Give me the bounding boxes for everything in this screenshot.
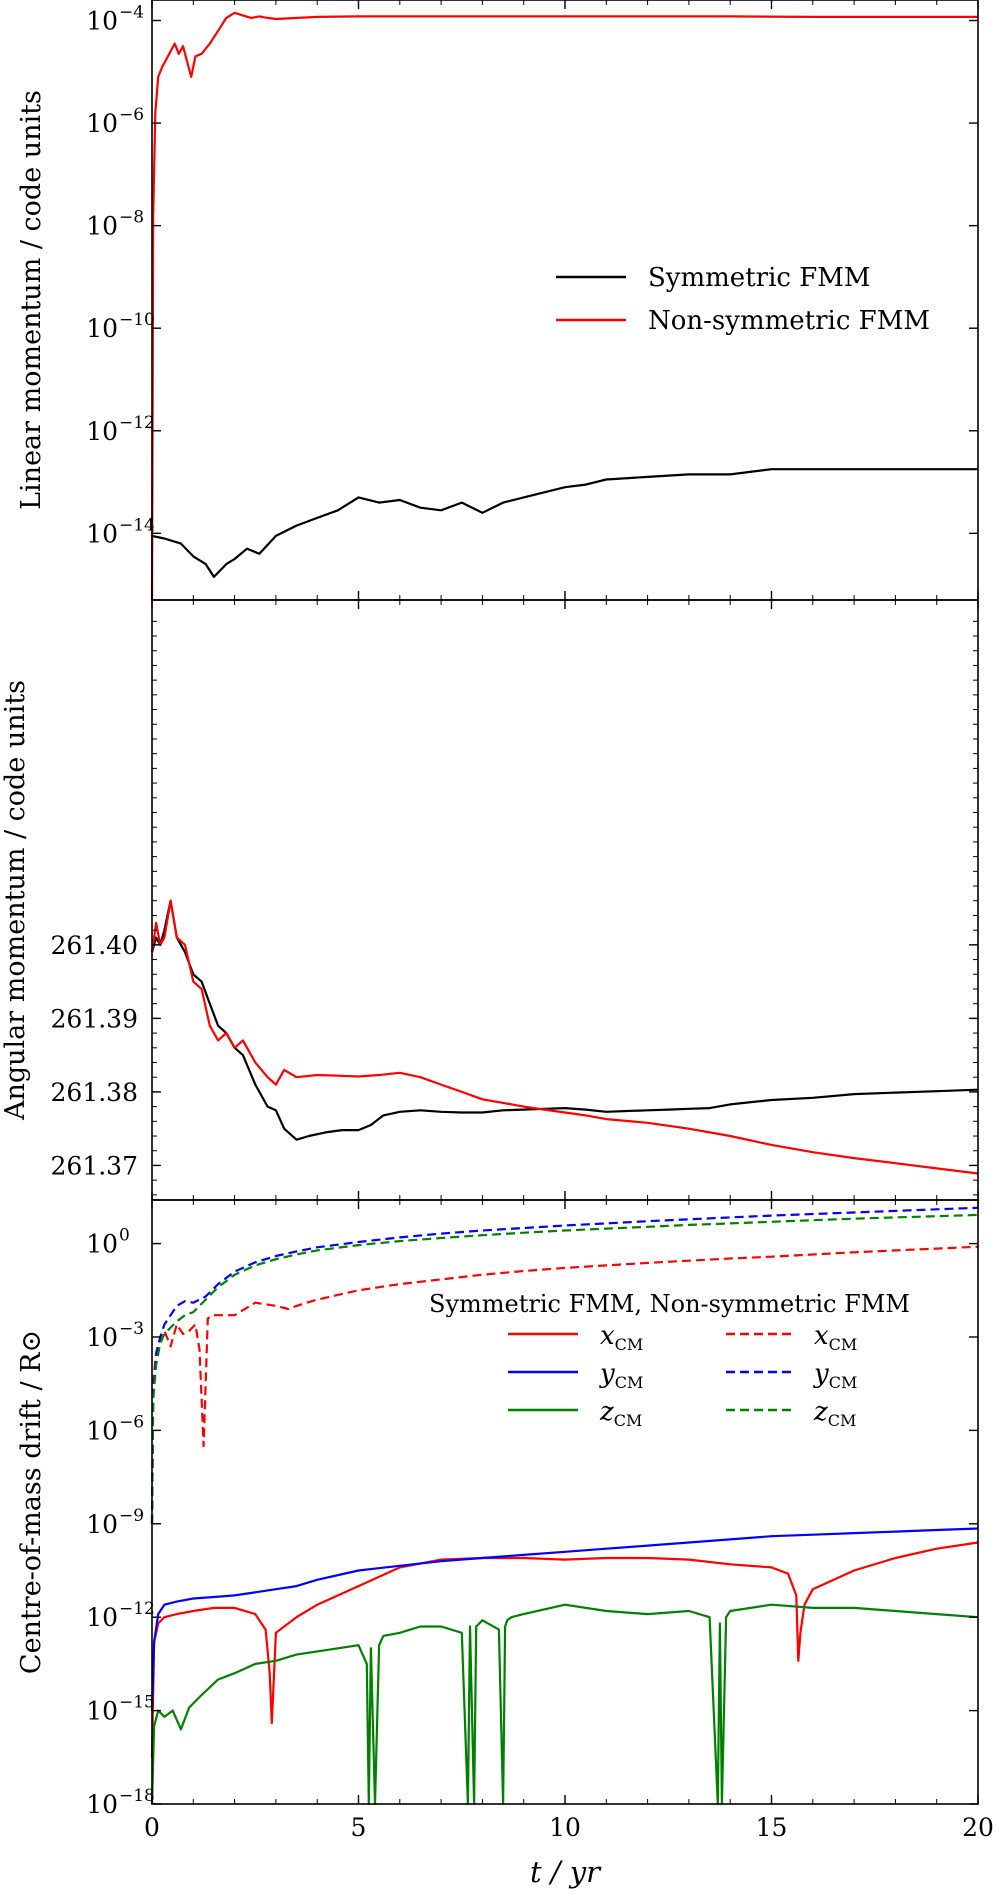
series-line-5 <box>150 1206 979 1524</box>
y-tick-exponent: −8 <box>119 208 144 228</box>
legend3-subscript: CM <box>614 1411 643 1430</box>
y-tick-label: 10 <box>86 1697 118 1726</box>
panel1-ylabel: Linear momentum / code units <box>16 90 47 510</box>
series-line-2 <box>150 899 979 1175</box>
y-tick-label: 261.40 <box>51 931 138 960</box>
panel3-ylabel: Centre-of-mass drift / R⊙ <box>16 1330 47 1674</box>
panel3-frame <box>151 1199 979 1805</box>
series-line-1 <box>150 899 979 1141</box>
x-tick-label: 5 <box>351 1813 367 1842</box>
y-tick-label: 10 <box>86 7 118 36</box>
series-line-2 <box>150 1527 979 1711</box>
legend-header: Symmetric FMM, Non-symmetric FMM <box>429 1290 910 1318</box>
panel3-legend: Symmetric FMM, Non-symmetric FMM xCM xCM y… <box>429 1290 910 1430</box>
series-line-4 <box>150 1245 979 1524</box>
series-line-1 <box>150 1541 979 1758</box>
series-line-1 <box>151 468 978 579</box>
y-tick-label: 10 <box>86 417 118 446</box>
x-axis-label: t / yr <box>530 1855 602 1889</box>
y-tick-label: 10 <box>86 314 118 343</box>
panel2-ticks: 261.37 261.38 261.39 261.40 <box>51 600 979 1200</box>
y-tick-label: 10 <box>86 109 118 138</box>
y-tick-label: 10 <box>86 1230 118 1259</box>
y-tick-label: 10 <box>86 519 118 548</box>
legend3-label-solid: xCM <box>600 1321 643 1354</box>
panel3-legend-entries: xCM xCM yCM yCM zCM zCM <box>508 1321 857 1430</box>
y-tick-label: 10 <box>86 1323 118 1352</box>
y-tick-exponent: −12 <box>119 413 155 433</box>
panel-angular-momentum: 261.37 261.38 261.39 261.40 Angular momentu… <box>0 599 979 1201</box>
legend3-label-dashed: zCM <box>813 1397 856 1430</box>
legend3-label-solid: zCM <box>599 1397 642 1430</box>
y-tick-exponent: −14 <box>119 515 155 535</box>
y-tick-label: 261.37 <box>51 1151 138 1180</box>
legend-label-nonsymmetric: Non-symmetric FMM <box>648 306 930 336</box>
panel1-frame <box>151 0 979 601</box>
panel2-series <box>150 899 979 1175</box>
legend3-subscript: CM <box>615 1373 644 1392</box>
legend3-label-solid: yCM <box>599 1359 643 1392</box>
y-tick-exponent: −6 <box>119 105 144 125</box>
series-line-2 <box>150 11 978 601</box>
legend3-label-dashed: yCM <box>813 1359 857 1392</box>
x-tick-label: 0 <box>144 1813 160 1842</box>
legend3-subscript: CM <box>829 1373 858 1392</box>
legend3-subscript: CM <box>615 1335 644 1354</box>
y-tick-label: 10 <box>86 1416 118 1445</box>
y-tick-exponent: −6 <box>119 1412 144 1432</box>
y-tick-exponent: −18 <box>119 1786 155 1806</box>
legend-label-symmetric: Symmetric FMM <box>648 263 871 293</box>
panel2-ylabel: Angular momentum / code units <box>0 680 31 1121</box>
x-tick-label: 10 <box>549 1813 581 1842</box>
y-tick-label: 10 <box>86 1603 118 1632</box>
y-tick-exponent: −9 <box>119 1506 144 1526</box>
y-tick-exponent: −3 <box>119 1319 144 1339</box>
y-tick-label: 10 <box>86 1790 118 1819</box>
panel1-legend: Symmetric FMM Non-symmetric FMM <box>556 263 930 336</box>
series-line-6 <box>150 1213 979 1524</box>
y-tick-exponent: −12 <box>119 1599 155 1619</box>
x-tick-label: 15 <box>756 1813 788 1842</box>
y-tick-exponent: −15 <box>119 1693 155 1713</box>
panel1-series <box>150 11 978 601</box>
y-tick-label: 10 <box>86 212 118 241</box>
y-tick-exponent: −4 <box>119 3 144 23</box>
y-tick-exponent: −10 <box>119 310 155 330</box>
x-tick-label: 20 <box>962 1813 994 1842</box>
y-tick-label: 10 <box>86 1510 118 1539</box>
y-tick-label: 261.38 <box>51 1078 138 1107</box>
panel3-series <box>150 1206 979 1806</box>
y-tick-label: 261.39 <box>51 1004 138 1033</box>
legend3-subscript: CM <box>828 1411 857 1430</box>
legend3-label-dashed: xCM <box>814 1321 857 1354</box>
legend3-subscript: CM <box>829 1335 858 1354</box>
y-tick-exponent: 0 <box>119 1226 130 1246</box>
